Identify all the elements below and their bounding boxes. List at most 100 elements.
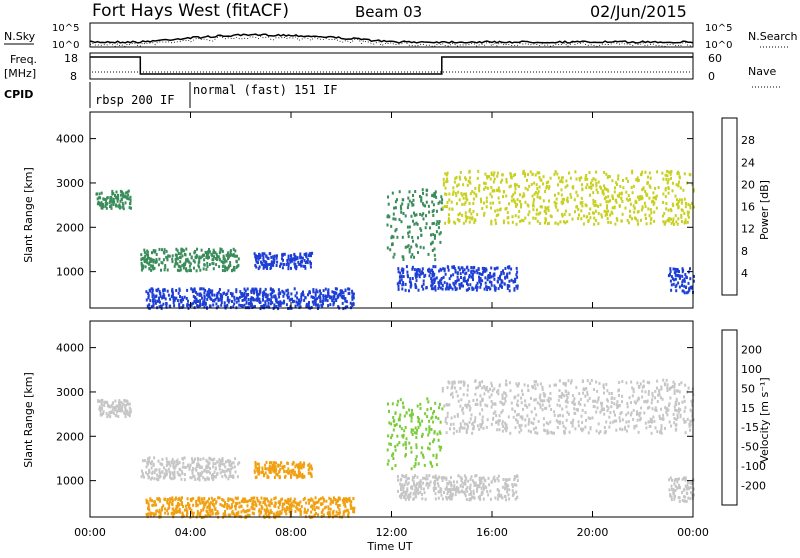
echo-cell bbox=[473, 483, 476, 487]
echo-cell bbox=[119, 406, 121, 410]
echo-cell bbox=[235, 288, 238, 292]
echo-cell bbox=[282, 465, 285, 469]
echo-cell bbox=[390, 436, 393, 440]
echo-cell bbox=[120, 401, 123, 405]
echo-cell bbox=[691, 411, 694, 415]
echo-cell bbox=[307, 498, 310, 502]
echo-cell bbox=[148, 267, 151, 271]
echo-cell bbox=[215, 258, 218, 261]
echo-cell bbox=[415, 279, 418, 283]
echo-cell bbox=[163, 473, 166, 477]
echo-cell bbox=[465, 498, 468, 501]
echo-cell bbox=[147, 255, 149, 259]
echo-cell bbox=[422, 481, 424, 485]
echo-cell bbox=[450, 200, 453, 204]
echo-cell bbox=[297, 470, 300, 474]
echo-cell bbox=[478, 485, 481, 489]
echo-cell bbox=[456, 414, 459, 418]
echo-cell bbox=[220, 260, 223, 264]
echo-cell bbox=[216, 510, 219, 514]
echo-cell bbox=[337, 512, 340, 516]
echo-cell bbox=[408, 225, 411, 229]
echo-cell bbox=[193, 300, 196, 303]
echo-cell bbox=[476, 424, 479, 428]
echo-cell bbox=[437, 201, 440, 205]
echo-cell bbox=[661, 171, 664, 175]
echo-cell bbox=[168, 506, 171, 510]
echo-cell bbox=[299, 461, 302, 465]
echo-cell bbox=[173, 476, 176, 480]
echo-cell bbox=[595, 380, 598, 384]
echo-cell bbox=[629, 214, 632, 218]
echo-cell bbox=[400, 220, 403, 224]
echo-cell bbox=[419, 402, 422, 406]
echo-cell bbox=[619, 419, 622, 423]
echo-cell bbox=[265, 263, 268, 267]
echo-cell bbox=[465, 194, 468, 198]
echo-cell bbox=[439, 240, 442, 244]
echo-cell bbox=[171, 254, 174, 258]
echo-cell bbox=[262, 501, 265, 504]
echo-cell bbox=[443, 281, 446, 285]
echo-cell bbox=[209, 508, 212, 512]
echo-cell bbox=[253, 470, 256, 474]
echo-cell bbox=[203, 305, 206, 309]
echo-cell bbox=[147, 457, 150, 461]
echo-cell bbox=[565, 418, 568, 422]
echo-cell bbox=[329, 502, 332, 506]
echo-cell bbox=[352, 294, 355, 298]
echo-cell bbox=[416, 222, 419, 226]
echo-cell bbox=[186, 464, 189, 468]
echo-cell bbox=[304, 265, 307, 268]
echo-cell bbox=[189, 498, 192, 501]
echo-cell bbox=[463, 383, 466, 387]
echo-cell bbox=[551, 431, 554, 435]
echo-cell bbox=[470, 212, 473, 216]
echo-cell bbox=[269, 287, 272, 291]
echo-cell bbox=[503, 282, 506, 286]
echo-cell bbox=[449, 481, 452, 485]
echo-cell bbox=[421, 267, 424, 271]
echo-cell bbox=[269, 470, 272, 474]
echo-cell bbox=[124, 403, 127, 407]
echo-cell bbox=[186, 288, 189, 292]
echo-cell bbox=[152, 464, 155, 467]
echo-cell bbox=[450, 476, 452, 480]
echo-cell bbox=[528, 417, 531, 421]
echo-cell bbox=[434, 190, 437, 194]
echo-cell bbox=[401, 474, 404, 478]
echo-cell bbox=[544, 406, 547, 410]
echo-cell bbox=[621, 400, 623, 404]
echo-cell bbox=[294, 265, 297, 269]
echo-cell bbox=[475, 193, 478, 197]
echo-cell bbox=[431, 464, 434, 468]
echo-cell bbox=[297, 301, 300, 305]
echo-cell bbox=[171, 289, 173, 293]
echo-cell bbox=[471, 479, 474, 483]
echo-cell bbox=[394, 448, 397, 452]
echo-cell bbox=[431, 282, 434, 286]
echo-cell bbox=[391, 467, 394, 471]
echo-cell bbox=[290, 508, 293, 512]
echo-cell bbox=[600, 215, 603, 219]
echo-cell bbox=[176, 249, 179, 253]
echo-cell bbox=[595, 203, 598, 207]
echo-cell bbox=[343, 297, 346, 300]
echo-cell bbox=[422, 246, 425, 250]
echo-cell bbox=[497, 213, 500, 217]
echo-cell bbox=[317, 513, 319, 517]
echo-cell bbox=[670, 498, 673, 502]
echo-cell bbox=[483, 287, 486, 291]
echo-cell bbox=[466, 393, 469, 397]
echo-cell bbox=[203, 258, 206, 262]
echo-cell bbox=[261, 506, 264, 510]
echo-cell bbox=[438, 285, 441, 289]
echo-cell bbox=[294, 294, 297, 298]
echo-cell bbox=[510, 267, 513, 271]
echo-cell bbox=[156, 509, 159, 513]
echo-cell bbox=[230, 253, 233, 257]
echo-cell bbox=[595, 182, 598, 186]
echo-cell bbox=[179, 260, 182, 264]
echo-cell bbox=[230, 475, 233, 478]
echo-cell bbox=[566, 410, 569, 414]
